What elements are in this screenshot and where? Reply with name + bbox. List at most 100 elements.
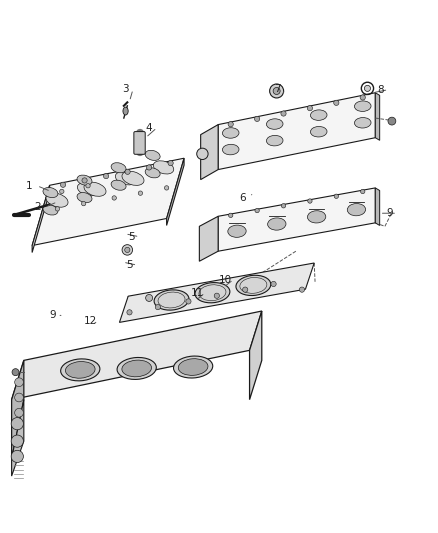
Circle shape [307,106,313,111]
Ellipse shape [111,180,126,190]
Ellipse shape [115,172,136,185]
Ellipse shape [223,144,239,155]
Circle shape [112,196,117,200]
Text: 2: 2 [35,201,41,212]
Ellipse shape [307,211,326,223]
Circle shape [164,185,169,190]
Ellipse shape [311,110,327,120]
Circle shape [270,84,284,98]
Ellipse shape [122,360,152,377]
Ellipse shape [266,135,283,146]
Polygon shape [375,188,380,225]
Polygon shape [375,93,380,140]
Polygon shape [32,185,49,253]
Circle shape [14,408,23,417]
Circle shape [125,169,130,174]
FancyBboxPatch shape [134,132,145,154]
Ellipse shape [65,361,95,378]
Ellipse shape [60,359,100,381]
Circle shape [60,182,66,188]
Text: 5: 5 [126,260,133,270]
Circle shape [254,116,260,122]
Text: 11: 11 [191,288,204,298]
Circle shape [228,122,233,127]
Ellipse shape [354,101,371,111]
Circle shape [122,245,133,255]
Polygon shape [218,93,375,169]
Circle shape [360,95,365,100]
Ellipse shape [77,192,92,203]
Text: 9: 9 [386,208,392,218]
Text: 12: 12 [84,316,97,326]
Ellipse shape [240,278,267,293]
Ellipse shape [223,128,239,138]
Ellipse shape [145,150,160,160]
Polygon shape [201,125,218,180]
Circle shape [86,183,90,188]
Text: 4: 4 [146,123,152,133]
Circle shape [255,208,259,213]
Circle shape [146,294,152,302]
Circle shape [186,299,191,304]
Polygon shape [199,216,218,261]
Ellipse shape [347,204,366,216]
Ellipse shape [123,107,128,115]
Circle shape [360,189,365,193]
Circle shape [243,287,248,292]
Circle shape [103,173,109,179]
Ellipse shape [43,205,58,215]
Polygon shape [32,158,184,246]
Circle shape [299,287,304,292]
Polygon shape [250,311,262,400]
Circle shape [308,199,312,203]
Circle shape [155,304,160,310]
Text: 3: 3 [122,84,128,94]
Circle shape [11,417,23,430]
Ellipse shape [46,193,68,207]
Ellipse shape [154,290,189,310]
Polygon shape [218,188,375,251]
Circle shape [334,194,339,198]
Ellipse shape [236,275,271,295]
Circle shape [81,201,86,206]
Circle shape [138,191,143,195]
Ellipse shape [266,119,283,130]
Circle shape [11,450,23,463]
Ellipse shape [117,358,156,379]
Circle shape [229,213,233,217]
Ellipse shape [199,285,226,301]
Circle shape [197,148,208,159]
Circle shape [281,111,286,116]
Circle shape [273,87,280,94]
Text: 8: 8 [377,85,384,95]
Text: 9: 9 [49,310,56,320]
Circle shape [364,85,371,92]
Circle shape [60,189,64,193]
Ellipse shape [145,168,160,178]
Circle shape [11,435,23,447]
Ellipse shape [195,282,230,303]
Circle shape [334,100,339,106]
Circle shape [388,117,396,125]
Ellipse shape [78,183,98,196]
Ellipse shape [122,171,144,185]
Circle shape [281,204,286,208]
Ellipse shape [268,218,286,230]
Ellipse shape [311,126,327,137]
Ellipse shape [43,188,58,198]
Ellipse shape [111,163,126,173]
Circle shape [271,281,276,287]
Circle shape [55,207,60,211]
Text: 6: 6 [240,192,246,203]
Polygon shape [12,311,262,400]
Ellipse shape [153,161,174,174]
Ellipse shape [84,182,106,196]
Polygon shape [12,400,24,476]
Circle shape [12,369,19,376]
Text: 5: 5 [128,232,135,242]
Circle shape [214,293,219,298]
Circle shape [168,160,173,166]
Text: 10: 10 [219,274,232,285]
Ellipse shape [77,175,92,185]
Circle shape [127,310,132,315]
